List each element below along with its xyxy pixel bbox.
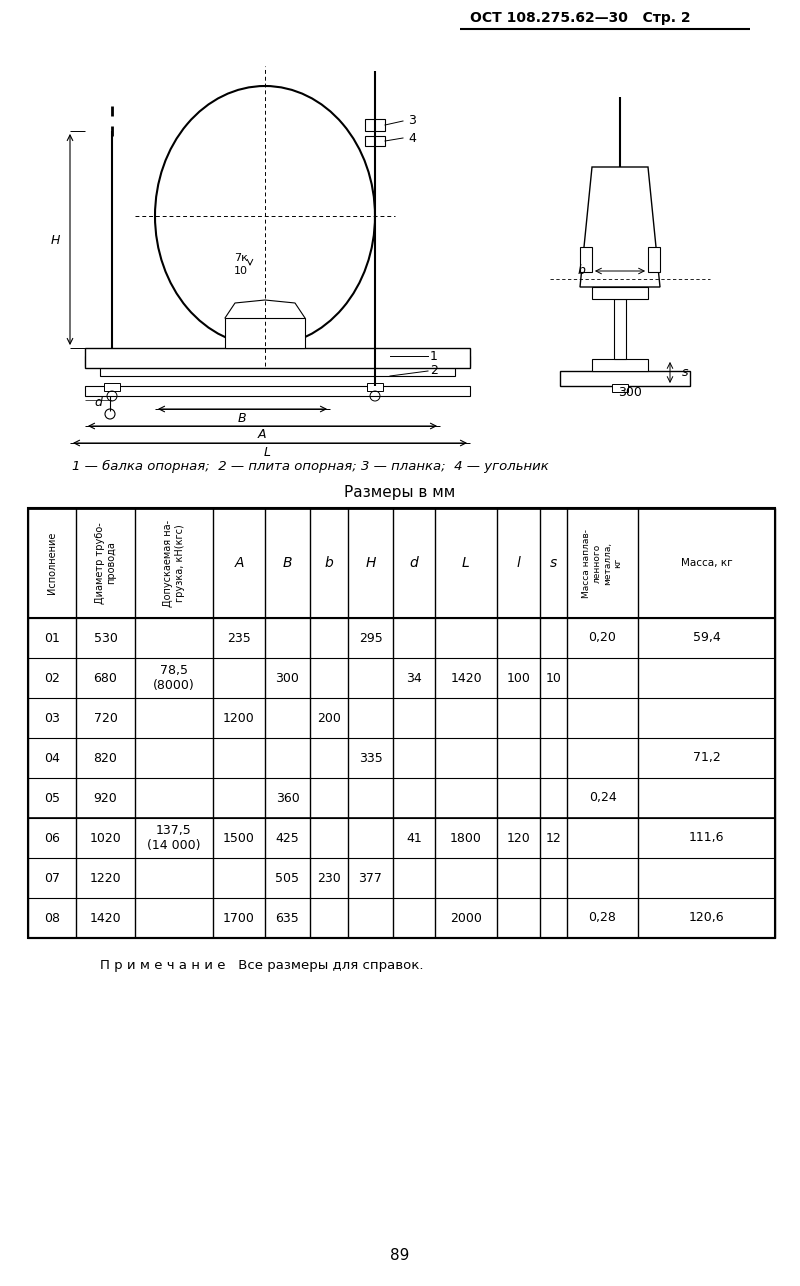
Text: H: H [50,234,60,247]
Text: П р и м е ч а н и е   Все размеры для справок.: П р и м е ч а н и е Все размеры для спра… [100,959,423,972]
Text: 1220: 1220 [90,872,122,885]
Text: 0,20: 0,20 [589,631,617,644]
Text: 89: 89 [390,1249,410,1264]
Text: b: b [325,556,334,570]
Bar [365,136,385,147]
Text: 12: 12 [546,832,562,845]
Text: 0,28: 0,28 [589,912,617,925]
Text: d: d [94,396,102,409]
Text: l: l [517,556,521,570]
Bar [85,386,470,396]
Bar [367,383,383,391]
Text: 1420: 1420 [450,671,482,684]
Text: s: s [682,367,689,379]
Text: b: b [577,265,585,278]
Text: 1700: 1700 [223,912,255,925]
Text: 10: 10 [234,266,248,276]
Text: 120,6: 120,6 [689,912,724,925]
Bar [104,383,120,391]
Text: s: s [550,556,557,570]
Text: 920: 920 [94,791,118,805]
Text: 111,6: 111,6 [689,832,724,845]
Text: A: A [258,428,266,441]
Text: 0,24: 0,24 [589,791,616,805]
Text: 04: 04 [44,751,60,764]
Text: 41: 41 [406,832,422,845]
Text: 505: 505 [275,872,299,885]
Text: 120: 120 [506,832,530,845]
Text: 360: 360 [276,791,299,805]
Text: 1200: 1200 [223,711,255,724]
Text: Допускаемая на-
грузка, кН(кгс): Допускаемая на- грузка, кН(кгс) [163,520,185,607]
Bar [580,247,592,273]
Text: Масса наплав-
ленного
металла,
кг: Масса наплав- ленного металла, кг [582,529,622,598]
Text: 34: 34 [406,671,422,684]
Text: 10: 10 [546,671,562,684]
Text: 2000: 2000 [450,912,482,925]
Text: 08: 08 [44,912,60,925]
Text: 530: 530 [94,631,118,644]
Text: Исполнение: Исполнение [47,532,57,594]
Bar [225,318,305,349]
Text: 137,5
(14 000): 137,5 (14 000) [147,824,201,853]
Text: 235: 235 [227,631,251,644]
Text: 100: 100 [506,671,530,684]
Bar [100,367,455,376]
Text: 3: 3 [408,114,416,127]
Text: 300: 300 [275,671,299,684]
Bar [85,349,470,368]
Text: 03: 03 [44,711,60,724]
Text: 300: 300 [618,387,642,400]
Text: ОСТ 108.275.62—30   Стр. 2: ОСТ 108.275.62—30 Стр. 2 [470,12,690,24]
Text: 377: 377 [358,872,382,885]
Bar [592,287,648,300]
Text: 1500: 1500 [223,832,255,845]
Bar [85,356,470,367]
Text: 7к: 7к [234,253,248,264]
Text: 02: 02 [44,671,60,684]
Text: 59,4: 59,4 [693,631,720,644]
Text: 230: 230 [317,872,341,885]
Bar [365,120,385,131]
Text: 78,5
(8000): 78,5 (8000) [153,664,195,692]
Text: 1800: 1800 [450,832,482,845]
Bar [592,359,648,370]
Text: L: L [263,445,270,459]
Bar [560,370,690,386]
Text: 05: 05 [44,791,60,805]
Text: A: A [234,556,244,570]
Text: d: d [410,556,418,570]
Text: 71,2: 71,2 [693,751,720,764]
Text: Диаметр трубо-
провода: Диаметр трубо- провода [94,522,116,604]
Text: 01: 01 [44,631,60,644]
Text: 635: 635 [276,912,299,925]
Text: 820: 820 [94,751,118,764]
Text: 4: 4 [408,131,416,144]
Text: 425: 425 [276,832,299,845]
Text: 720: 720 [94,711,118,724]
Text: 07: 07 [44,872,60,885]
Text: 1 — балка опорная;  2 — плита опорная; 3 — планка;  4 — угольник: 1 — балка опорная; 2 — плита опорная; 3 … [72,459,548,472]
Text: 335: 335 [358,751,382,764]
Text: 2: 2 [430,364,438,378]
Bar [612,385,628,392]
Text: L: L [462,556,470,570]
Text: H: H [366,556,376,570]
Text: 295: 295 [358,631,382,644]
Bar [614,300,626,359]
Text: 680: 680 [94,671,118,684]
Text: 1420: 1420 [90,912,122,925]
Text: B: B [238,412,246,424]
Text: Размеры в мм: Размеры в мм [344,486,456,500]
Text: Масса, кг: Масса, кг [681,558,732,568]
Bar [28,508,775,937]
Text: B: B [282,556,292,570]
Text: 06: 06 [44,832,60,845]
Text: 1: 1 [430,350,438,363]
Text: 1020: 1020 [90,832,122,845]
Bar [648,247,660,273]
Text: 200: 200 [317,711,341,724]
